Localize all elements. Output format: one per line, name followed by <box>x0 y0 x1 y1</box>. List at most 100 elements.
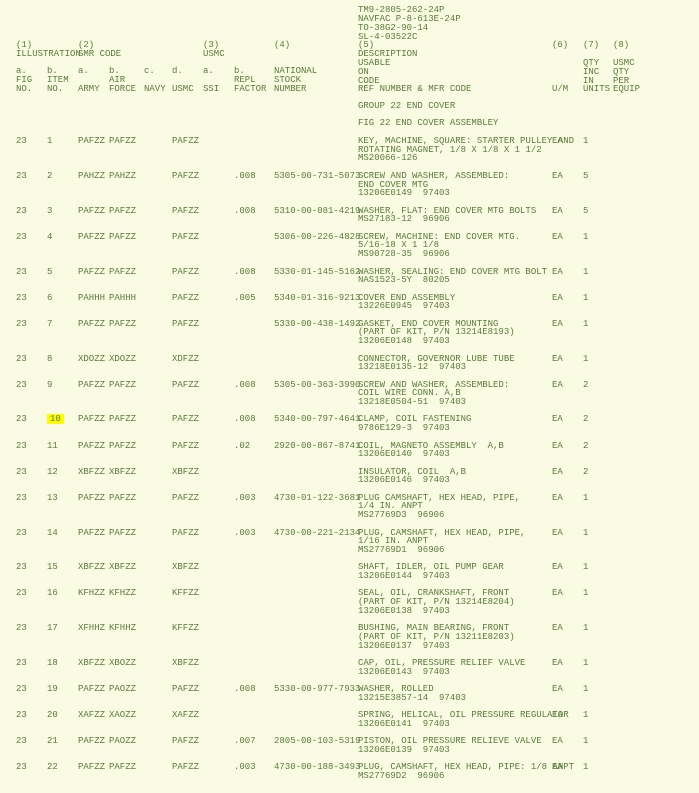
item-no: 3 <box>47 207 52 216</box>
fig-no: 23 <box>16 737 27 746</box>
smr-usmc: PAFZZ <box>172 529 199 538</box>
qty: 1 <box>583 685 588 694</box>
fig-no: 23 <box>16 494 27 503</box>
smr-usmc: PAFZZ <box>172 172 199 181</box>
item-no: 8 <box>47 355 52 364</box>
nsn: 4730-01-122-3681 <box>274 494 360 503</box>
um: EA <box>552 494 563 503</box>
um: EA <box>552 172 563 181</box>
hdr: a. <box>78 67 89 76</box>
smr-army: PAFZZ <box>78 268 105 277</box>
hdr: ARMY <box>78 85 100 94</box>
smr-army: PAFZZ <box>78 381 105 390</box>
repl-factor: .005 <box>234 294 256 303</box>
hdr: NUMBER <box>274 85 306 94</box>
smr-force: PAFZZ <box>109 529 136 538</box>
um: EA <box>552 659 563 668</box>
desc-line: 13206E0146 97403 <box>358 476 450 485</box>
nsn: 5305-00-731-5073 <box>274 172 360 181</box>
qty: 1 <box>583 355 588 364</box>
um: EA <box>552 563 563 572</box>
smr-army: PAFZZ <box>78 494 105 503</box>
nsn: 5340-01-316-9213 <box>274 294 360 303</box>
hdr: USMC <box>172 85 194 94</box>
smr-force: PAFZZ <box>109 320 136 329</box>
smr-force: XBOZZ <box>109 659 136 668</box>
smr-army: XAFZZ <box>78 711 105 720</box>
desc-line: MS27769D1 96906 <box>358 546 444 555</box>
smr-force: PAFZZ <box>109 233 136 242</box>
nsn: 5305-00-363-3990 <box>274 381 360 390</box>
desc-line: 13206E0139 97403 <box>358 746 450 755</box>
smr-usmc: PAFZZ <box>172 268 199 277</box>
um: EA <box>552 624 563 633</box>
smr-army: PAFZZ <box>78 320 105 329</box>
fig-no: 23 <box>16 563 27 572</box>
qty: 1 <box>583 294 588 303</box>
fig-no: 23 <box>16 233 27 242</box>
qty: 2 <box>583 381 588 390</box>
nsn: 2805-00-103-5319 <box>274 737 360 746</box>
fig-title: FIG 22 END COVER ASSEMBLEY <box>358 119 498 128</box>
nsn: 5330-00-438-1492 <box>274 320 360 329</box>
hdr: a. <box>203 67 214 76</box>
qty: 2 <box>583 468 588 477</box>
qty: 2 <box>583 415 588 424</box>
smr-usmc: XDFZZ <box>172 355 199 364</box>
item-no: 15 <box>47 563 58 572</box>
smr-force: PAFZZ <box>109 381 136 390</box>
smr-force: KFHHZ <box>109 624 136 633</box>
um: EA <box>552 763 563 772</box>
desc-line: 13206E0137 97403 <box>358 642 450 651</box>
smr-army: PAHHH <box>78 294 105 303</box>
fig-no: 23 <box>16 381 27 390</box>
nsn: 4730-00-221-2134 <box>274 529 360 538</box>
smr-army: PAFZZ <box>78 207 105 216</box>
hdr: NO. <box>47 85 63 94</box>
desc-line: 13215E3857-14 97403 <box>358 694 466 703</box>
item-no: 11 <box>47 442 58 451</box>
smr-army: XFHHZ <box>78 624 105 633</box>
smr-army: PAHZZ <box>78 172 105 181</box>
fig-no: 23 <box>16 442 27 451</box>
smr-usmc: PAFZZ <box>172 494 199 503</box>
smr-force: PAFZZ <box>109 415 136 424</box>
smr-army: PAFZZ <box>78 137 105 146</box>
fig-no: 23 <box>16 763 27 772</box>
fig-no: 23 <box>16 685 27 694</box>
hdr: FORCE <box>109 85 136 94</box>
smr-force: XBFZZ <box>109 563 136 572</box>
nsn: 5306-00-226-4828 <box>274 233 360 242</box>
desc-line: 13218E0135-12 97403 <box>358 363 466 372</box>
smr-force: PAFZZ <box>109 494 136 503</box>
nsn: 5340-00-797-4641 <box>274 415 360 424</box>
um: EA <box>552 320 563 329</box>
hdr: CODE <box>358 77 380 86</box>
desc-line: 13206E0148 97403 <box>358 337 450 346</box>
smr-army: PAFZZ <box>78 685 105 694</box>
nsn: 5330-01-145-5162 <box>274 268 360 277</box>
smr-army: PAFZZ <box>78 442 105 451</box>
qty: 1 <box>583 589 588 598</box>
qty: 1 <box>583 137 588 146</box>
smr-army: XDOZZ <box>78 355 105 364</box>
col-num: (6) <box>552 41 568 50</box>
col-num: (4) <box>274 41 290 50</box>
smr-usmc: PAFZZ <box>172 294 199 303</box>
um: EA <box>552 355 563 364</box>
desc-line: 13206E0138 97403 <box>358 607 450 616</box>
group-title: GROUP 22 END COVER <box>358 102 455 111</box>
item-no: 4 <box>47 233 52 242</box>
smr-army: PAFZZ <box>78 529 105 538</box>
um: EA <box>552 685 563 694</box>
qty: 1 <box>583 268 588 277</box>
nsn: 5330-00-977-7933 <box>274 685 360 694</box>
qty: 1 <box>583 624 588 633</box>
qty: 2 <box>583 442 588 451</box>
smr-usmc: PAFZZ <box>172 442 199 451</box>
um: EA <box>552 381 563 390</box>
smr-usmc: PAFZZ <box>172 763 199 772</box>
fig-no: 23 <box>16 589 27 598</box>
repl-factor: .008 <box>234 172 256 181</box>
item-no: 13 <box>47 494 58 503</box>
